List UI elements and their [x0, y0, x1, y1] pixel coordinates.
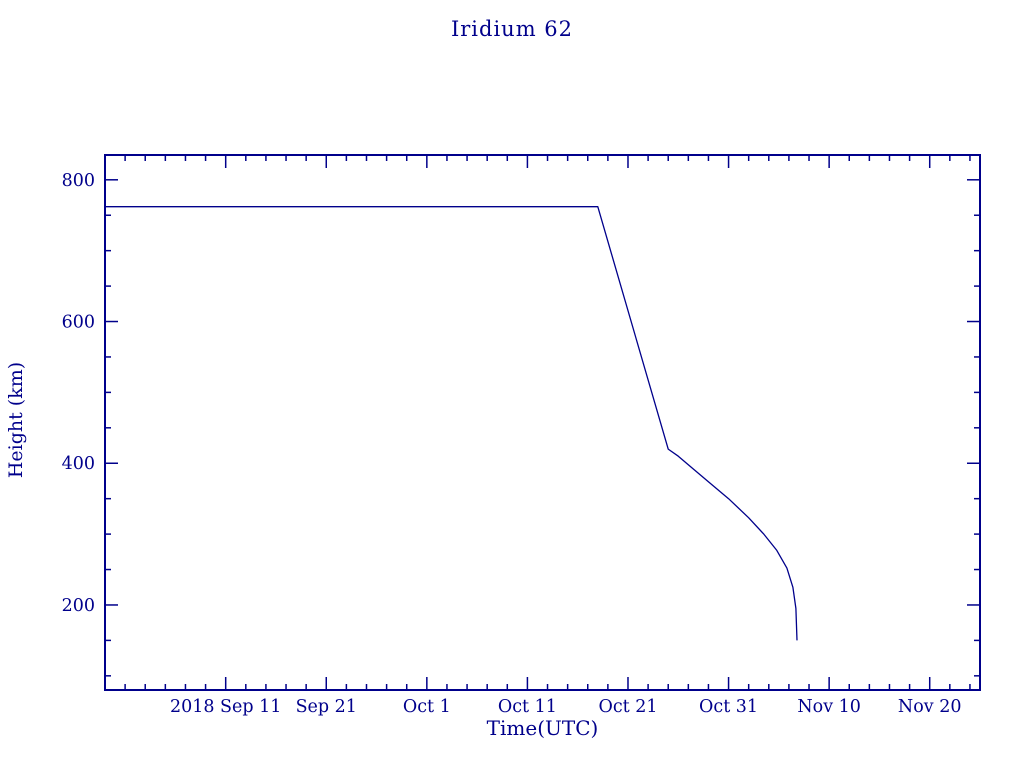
- x-tick-label: Oct 11: [498, 697, 557, 717]
- y-tick-label: 400: [62, 454, 95, 474]
- x-tick-label: Nov 10: [797, 697, 861, 717]
- x-tick-label: Nov 20: [898, 697, 962, 717]
- chart-title: Iridium 62: [450, 17, 574, 41]
- y-tick-label: 800: [62, 171, 95, 191]
- plot-frame: [104, 154, 981, 691]
- x-axis-label: Time(UTC): [486, 716, 599, 740]
- x-tick-label: Oct 21: [598, 697, 657, 717]
- x-tick-label: Oct 31: [699, 697, 758, 717]
- y-tick-label: 600: [62, 313, 95, 333]
- y-tick-label: 200: [62, 596, 95, 616]
- x-tick-label: Sep 21: [296, 697, 357, 717]
- x-tick-label: 2018 Sep 11: [170, 697, 281, 717]
- x-tick-label: Oct 1: [403, 697, 451, 717]
- height-series-line: [105, 206, 798, 641]
